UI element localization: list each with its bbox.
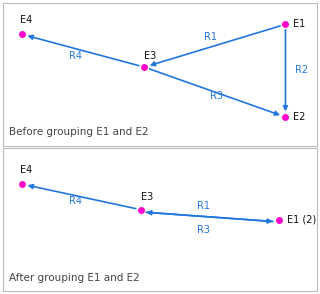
Text: R4: R4 — [69, 196, 82, 206]
Text: After grouping E1 and E2: After grouping E1 and E2 — [10, 273, 140, 283]
Text: E1: E1 — [293, 19, 306, 29]
Text: R3: R3 — [210, 91, 223, 101]
Text: E4: E4 — [20, 165, 33, 175]
Text: Before grouping E1 and E2: Before grouping E1 and E2 — [10, 127, 149, 137]
Text: R3: R3 — [197, 225, 211, 235]
Text: R1: R1 — [204, 32, 217, 42]
Text: E4: E4 — [20, 15, 33, 25]
Text: E1 (2): E1 (2) — [287, 215, 316, 225]
Text: E3: E3 — [141, 192, 153, 202]
Text: E2: E2 — [293, 112, 306, 122]
Text: R4: R4 — [69, 51, 82, 61]
Text: R1: R1 — [197, 201, 211, 211]
Text: E3: E3 — [144, 51, 156, 61]
Text: R2: R2 — [294, 65, 308, 75]
